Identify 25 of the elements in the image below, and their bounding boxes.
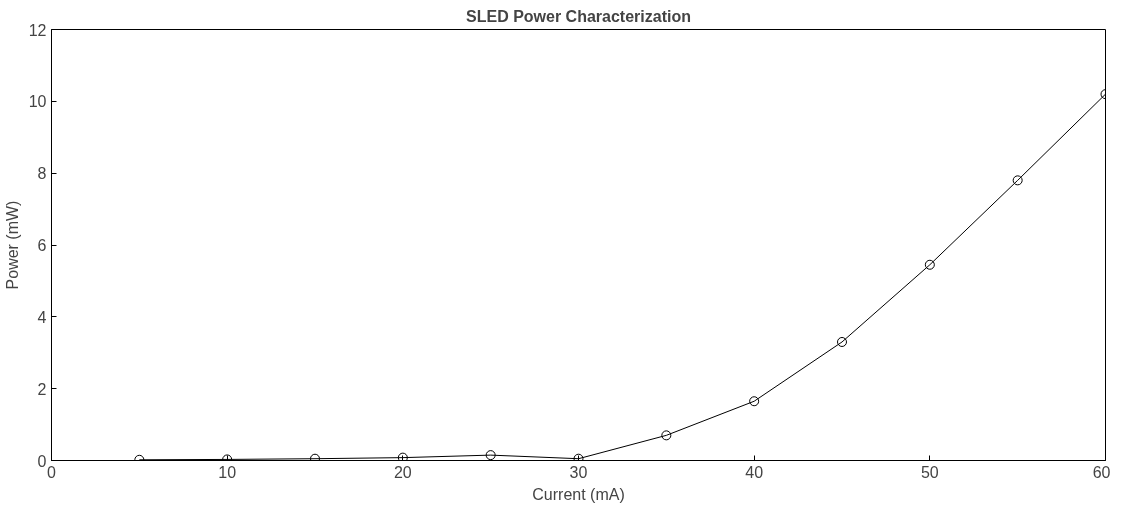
point (573, 453, 584, 461)
y-tick-label: 0 (37, 452, 47, 470)
chart-title: SLED Power Characterization (466, 7, 691, 25)
y-tick-label: 4 (37, 308, 47, 326)
x-tick-label: 10 (218, 463, 237, 481)
y-tick-label: 8 (37, 165, 47, 183)
x-tick-label: 50 (920, 463, 939, 481)
point (924, 259, 935, 270)
point (485, 450, 496, 461)
point (661, 430, 672, 441)
point (397, 452, 408, 461)
x-tick-label: 20 (393, 463, 412, 481)
y-tick-label: 2 (37, 380, 47, 398)
y-tick-label: 12 (28, 21, 47, 39)
y-axis-title: Power (mW) (3, 200, 21, 290)
point (1012, 175, 1023, 186)
point (749, 396, 760, 407)
x-tick-label: 30 (569, 463, 588, 481)
x-tick-label: 60 (1092, 463, 1111, 481)
y-tick-label: 10 (28, 93, 47, 111)
x-tick-label: 40 (745, 463, 764, 481)
point (837, 336, 847, 347)
y-tick-label: 6 (37, 237, 47, 254)
x-axis-title: Current (mA) (532, 485, 625, 503)
point (310, 453, 320, 461)
